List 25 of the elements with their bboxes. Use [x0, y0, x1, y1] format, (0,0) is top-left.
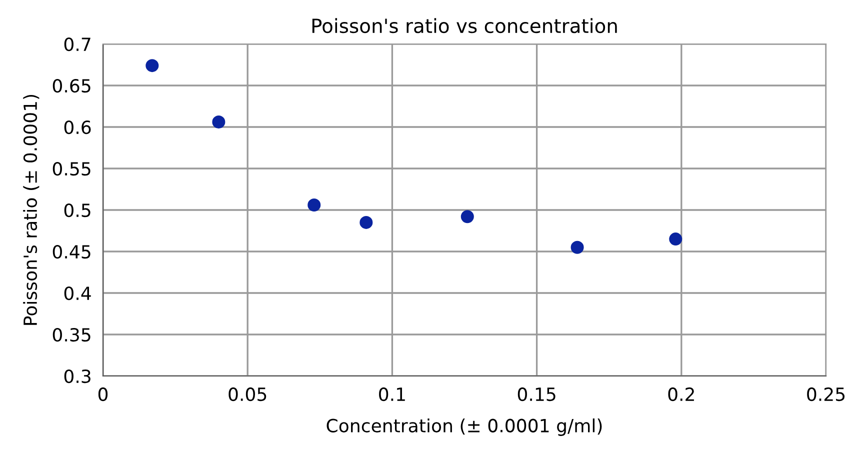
y-tick-label: 0.4: [64, 286, 91, 300]
y-tick-label: 0.45: [52, 244, 90, 259]
point: [212, 116, 226, 129]
y-tick-label: 0.35: [52, 328, 90, 342]
point: [460, 210, 474, 224]
x-axis-title: Concentration (± 0.0001 g/ml): [326, 418, 602, 436]
x-tick-label: 0.25: [807, 387, 845, 402]
x-tick-label: 0.1: [379, 387, 405, 402]
chart-title: Poisson's ratio vs concentration: [312, 18, 617, 34]
y-tick-label: 0.6: [64, 120, 91, 134]
point: [308, 198, 321, 212]
y-tick-label: 0.7: [64, 37, 90, 52]
y-axis-title: Poisson's ratio (± 0.0001): [23, 94, 40, 325]
y-tick-label: 0.55: [52, 162, 90, 176]
y-tick-label: 0.65: [52, 78, 90, 93]
x-tick-label: 0.15: [518, 387, 556, 402]
point: [669, 232, 682, 246]
y-tick-label: 0.3: [64, 369, 90, 384]
point: [146, 59, 159, 72]
y-tick-label: 0.5: [64, 203, 90, 218]
x-tick-label: 0.05: [228, 387, 266, 402]
x-tick-label: 0.2: [668, 387, 694, 402]
x-tick-label: 0: [98, 387, 108, 402]
point: [570, 240, 584, 254]
point: [360, 216, 373, 229]
